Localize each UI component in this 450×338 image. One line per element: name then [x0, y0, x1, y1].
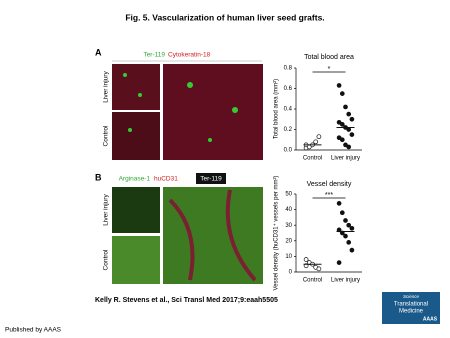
y-tick-label: 50 — [285, 192, 292, 198]
micrograph — [112, 112, 160, 160]
data-point — [336, 201, 342, 206]
row-label: Liver injury — [103, 71, 110, 103]
y-tick-label: 0.0 — [284, 148, 293, 154]
vessel — [168, 189, 257, 282]
logo-text: AAAS — [423, 316, 438, 322]
y-tick-label: 40 — [285, 207, 292, 213]
stain-label: Ter-119 — [200, 176, 222, 183]
y-axis-label: Total blood area (mm²) — [274, 79, 280, 139]
data-point — [346, 240, 352, 245]
micrograph — [112, 64, 160, 110]
y-tick-label: 0.8 — [284, 66, 293, 72]
data-point — [346, 144, 352, 150]
y-tick-label: 0 — [289, 270, 293, 276]
stain-label: huCD31 — [154, 176, 178, 183]
data-point — [346, 222, 352, 228]
y-tick-label: 0.2 — [284, 127, 293, 133]
data-point — [339, 91, 345, 96]
data-point — [313, 139, 319, 145]
data-point — [336, 260, 342, 265]
data-point — [346, 111, 352, 117]
publisher: Published by AAAS — [5, 327, 62, 334]
data-point — [339, 137, 345, 143]
micrograph — [112, 236, 160, 284]
data-point — [349, 225, 355, 231]
data-point — [303, 257, 309, 262]
data-point — [346, 127, 352, 132]
y-tick-label: 10 — [285, 254, 292, 260]
citation: Kelly R. Stevens et al., Sci Transl Med … — [95, 297, 278, 304]
y-tick-label: 30 — [285, 223, 292, 229]
logo-text: Medicine — [399, 309, 424, 315]
signal — [208, 138, 212, 142]
x-tick-label: Control — [303, 278, 322, 284]
y-axis-label: Vessel density (huCD31⁺ vessels per mm²) — [273, 176, 280, 291]
figure-title: Fig. 5. Vascularization of human liver s… — [125, 12, 324, 22]
data-point — [339, 122, 345, 127]
data-point — [343, 218, 348, 223]
data-point — [336, 135, 342, 141]
data-point — [336, 119, 342, 125]
signal — [187, 82, 193, 88]
row-label: Liver injury — [103, 194, 110, 226]
y-tick-label: 0.6 — [284, 86, 293, 92]
signal — [232, 107, 238, 113]
signal — [138, 93, 142, 97]
signal — [128, 128, 132, 132]
data-point — [343, 104, 348, 110]
logo — [382, 292, 440, 324]
micrograph — [112, 187, 160, 233]
x-tick-label: Liver injury — [331, 278, 360, 284]
significance: * — [328, 66, 331, 73]
panel-label: B — [95, 172, 102, 182]
panel-label: A — [95, 47, 102, 57]
logo-text: Science — [403, 294, 420, 299]
data-point — [336, 83, 342, 88]
data-point — [343, 142, 348, 148]
stain-label: Arginase-1 — [119, 176, 151, 183]
data-point — [316, 266, 322, 272]
data-point — [349, 132, 355, 137]
logo-text: Translational — [394, 302, 428, 308]
stain-label: Cytokeratin-18 — [168, 52, 211, 59]
data-point — [339, 210, 345, 216]
y-tick-label: 20 — [285, 238, 292, 244]
y-tick-label: 0.4 — [284, 107, 293, 113]
data-point — [343, 233, 348, 239]
significance: *** — [325, 192, 333, 199]
row-label: Control — [103, 125, 110, 147]
stain-box — [196, 173, 226, 184]
x-tick-label: Control — [303, 156, 322, 162]
data-point — [316, 134, 322, 140]
chart-title: Vessel density — [307, 181, 352, 188]
chart-title: Total blood area — [304, 54, 354, 61]
stain-label: Ter-119 — [143, 52, 165, 59]
data-point — [349, 116, 355, 122]
x-tick-label: Liver injury — [331, 156, 360, 162]
signal — [123, 73, 127, 77]
data-point — [349, 247, 355, 253]
micrograph — [163, 64, 263, 160]
row-label: Control — [103, 249, 110, 271]
